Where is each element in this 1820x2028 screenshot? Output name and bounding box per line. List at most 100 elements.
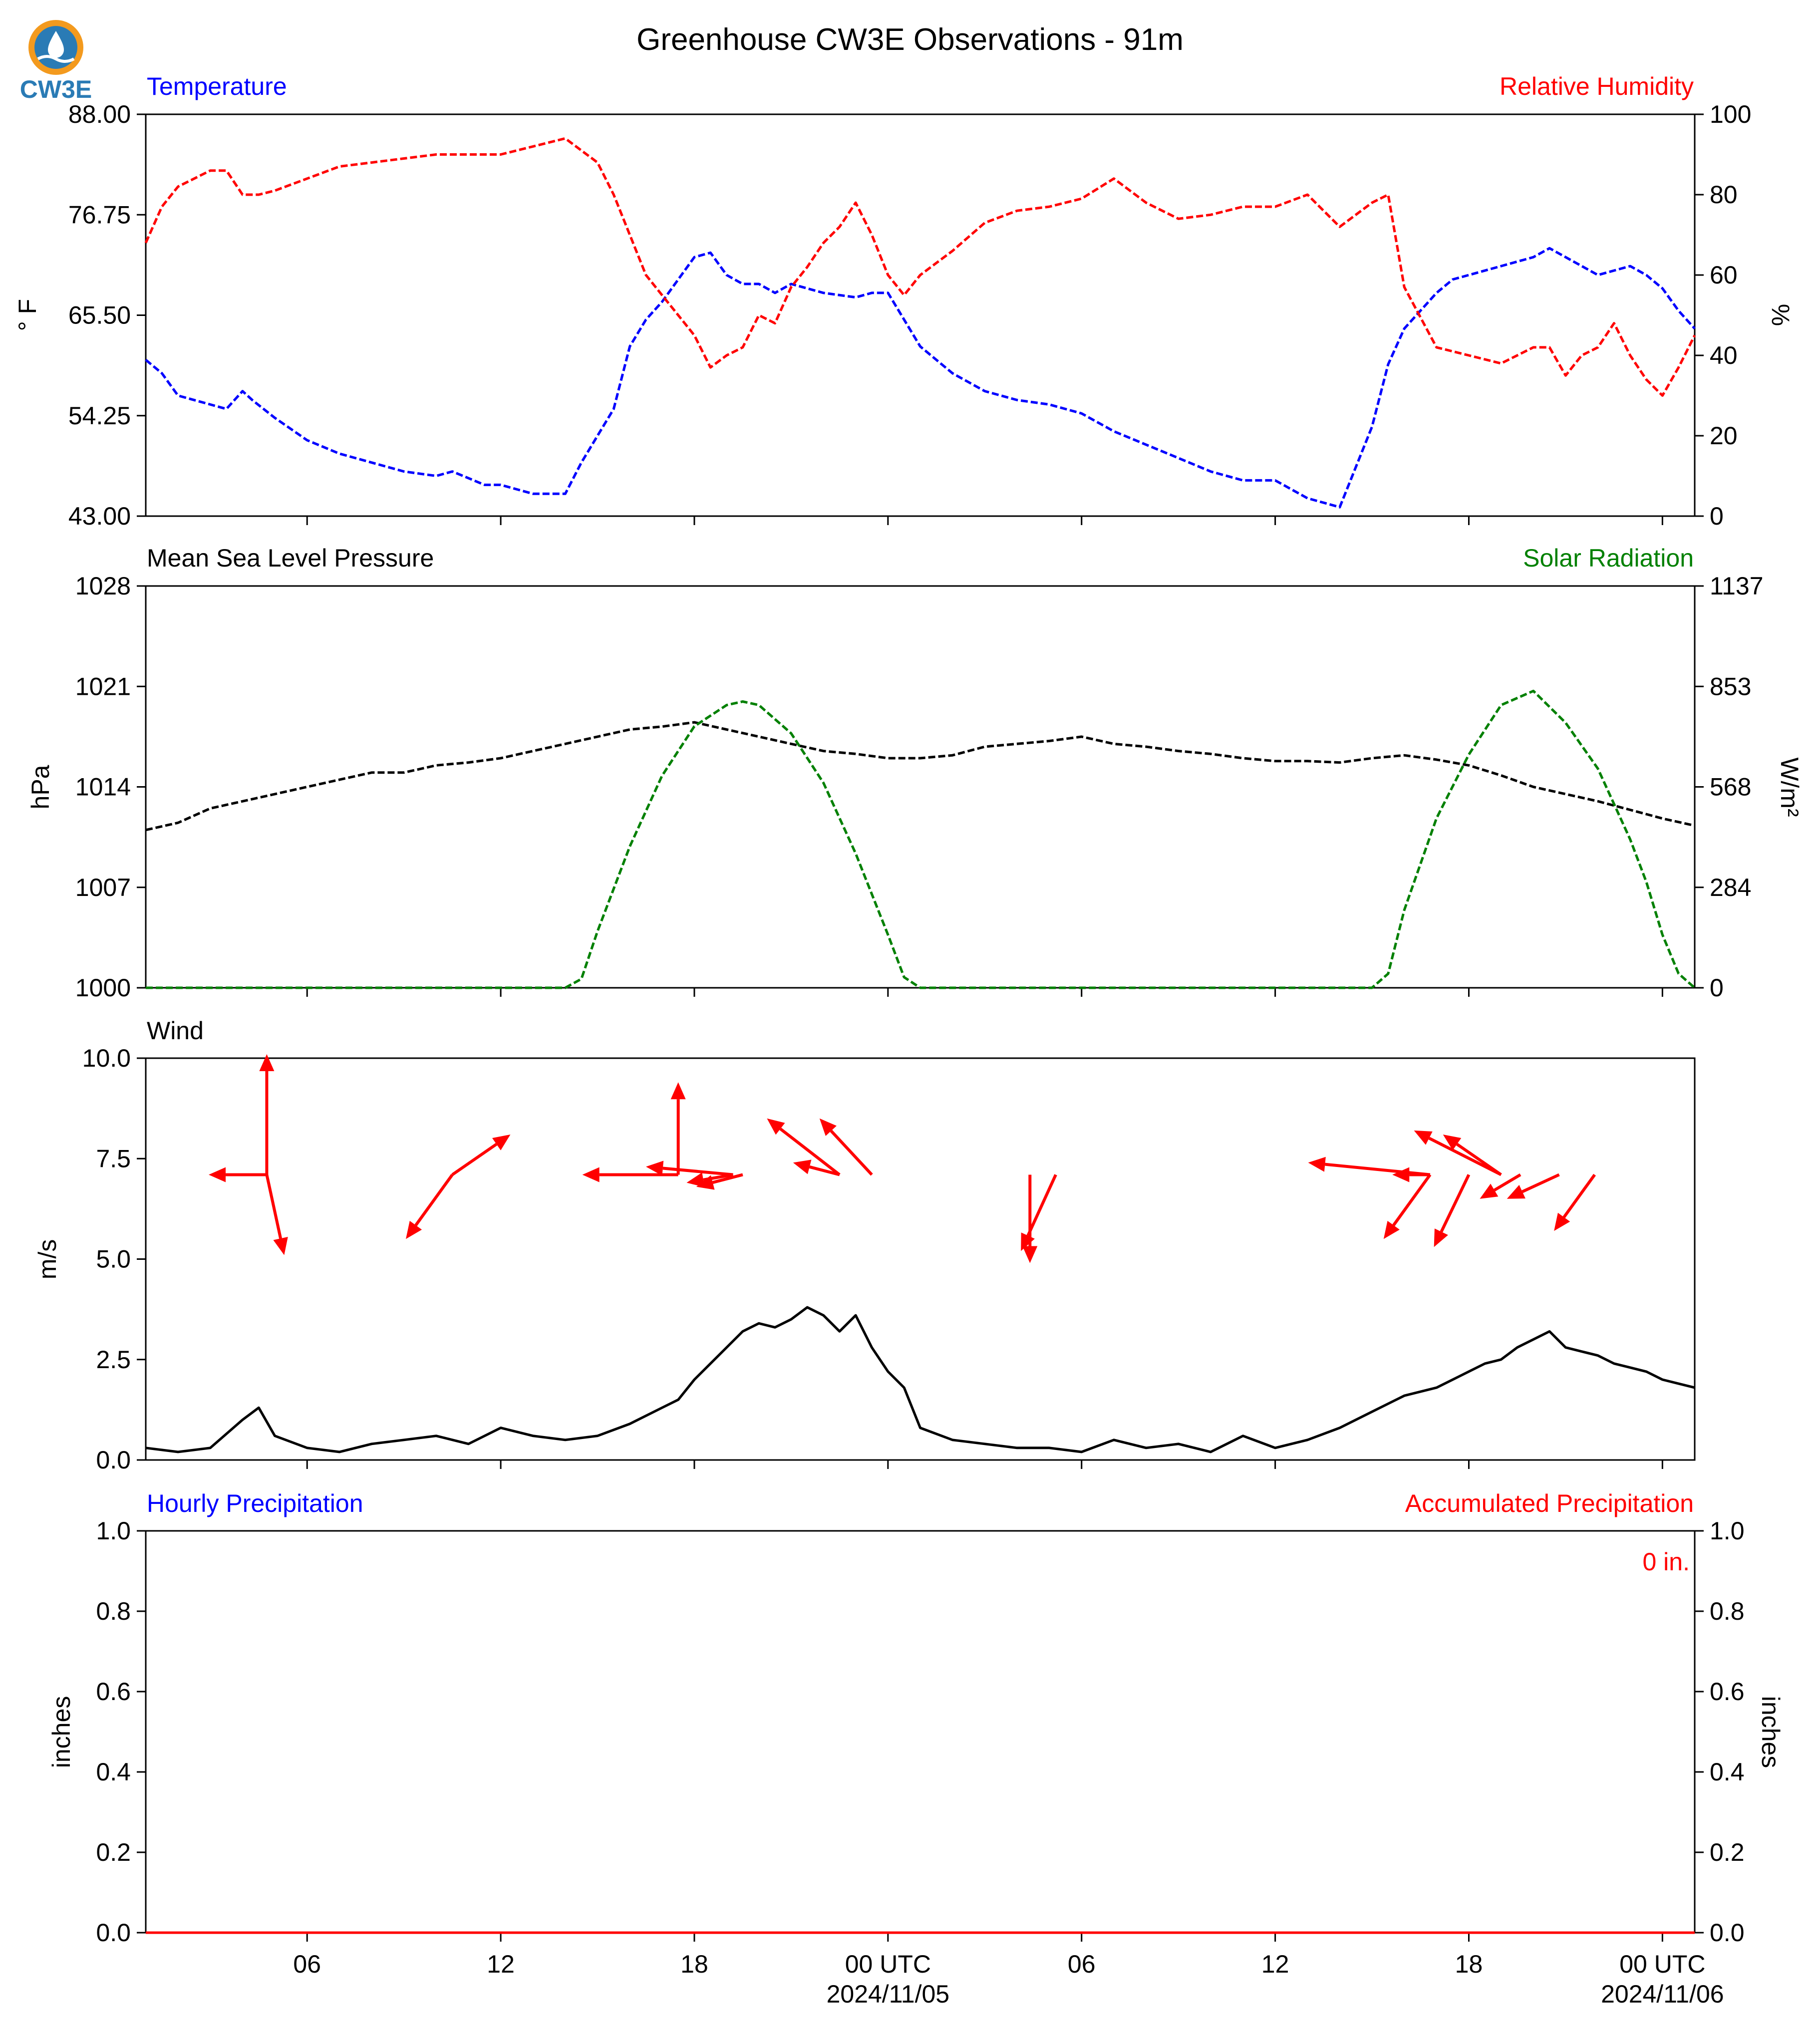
wind-arrow [1414, 1130, 1502, 1176]
y-tick-label-right: 0.8 [1710, 1597, 1745, 1625]
y-tick-label-left: 1000 [75, 974, 131, 1002]
wind-arrows [209, 1054, 1596, 1263]
cw3e-logo: CW3E [20, 20, 92, 103]
y-tick-label-left: 65.50 [68, 301, 131, 329]
wind-axis-title: m/s [33, 1239, 61, 1280]
y-tick-label-right: 0.4 [1710, 1758, 1745, 1786]
wind-arrow-head [1383, 1220, 1400, 1239]
wind-arrow-head [259, 1054, 275, 1071]
panel-frame-temperature-humidity [145, 113, 1696, 517]
wind-arrow [793, 1159, 840, 1176]
y-tick-label-right: 0.2 [1710, 1838, 1745, 1866]
wind-arrow-head [582, 1167, 600, 1182]
wind-arrow-shaft [779, 1128, 841, 1176]
y-tick-label-left: 0.8 [96, 1597, 131, 1625]
y-tick-label-left: 1028 [75, 572, 131, 600]
wind-arrow-shaft [1428, 1137, 1502, 1176]
x-tick-label: 12 [1261, 1950, 1289, 1978]
date-label: 2024/11/05 [827, 1980, 950, 2008]
y-tick-label-left: 0.6 [96, 1678, 131, 1706]
wind-arrow-head [1480, 1183, 1499, 1199]
wind-arrow-shaft [1440, 1174, 1471, 1233]
precip-left-axis-title: inches [47, 1696, 75, 1768]
wind-arrow-shaft [809, 1165, 840, 1176]
logo-text: CW3E [20, 75, 92, 103]
wind-arrow [1507, 1173, 1560, 1199]
wind-arrow [265, 1174, 288, 1255]
panel-frame-wind [145, 1057, 1696, 1461]
wind-arrow-shaft [1562, 1173, 1596, 1218]
wind-arrow [259, 1054, 275, 1175]
wind-arrow-head [1507, 1184, 1525, 1199]
wind-arrow [1021, 1174, 1057, 1251]
x-tick-label: 12 [487, 1950, 515, 1978]
y-tick-label-right: 853 [1710, 672, 1751, 700]
wind-arrow [1434, 1174, 1471, 1247]
relative-humidity-label: Relative Humidity [1500, 72, 1694, 100]
wind-arrow-head [1443, 1134, 1462, 1151]
wind-arrow-shaft [1325, 1162, 1431, 1176]
wind-arrow [646, 1160, 733, 1176]
wind-arrow-shaft [414, 1173, 454, 1226]
wind-arrow-head [1392, 1167, 1410, 1182]
wind-arrow-shaft [712, 1173, 743, 1184]
logo-drop-icon [48, 31, 64, 58]
wind-arrow-head [819, 1118, 837, 1136]
y-tick-label-left: 88.00 [68, 100, 131, 128]
wind-arrow-head [209, 1167, 226, 1182]
solar-axis-title: W/m² [1776, 757, 1804, 817]
wind-arrow-head [767, 1118, 785, 1135]
wind-label: Wind [147, 1017, 204, 1045]
solar-radiation-label: Solar Radiation [1523, 544, 1694, 572]
date-label: 2024/11/06 [1601, 1980, 1724, 2008]
y-tick-label-right: 0.0 [1710, 1919, 1745, 1947]
series-temperature [145, 247, 1696, 509]
y-tick-label-left: 43.00 [68, 502, 131, 530]
wind-arrow [1383, 1173, 1432, 1239]
y-tick-label-right: 1.0 [1710, 1517, 1745, 1545]
y-tick-label-left: 1014 [75, 773, 131, 801]
x-tick-label: 06 [1068, 1950, 1096, 1978]
panel-frame-precipitation [145, 1530, 1696, 1934]
y-tick-label-left: 0.0 [96, 1446, 131, 1474]
wind-arrow-head [406, 1220, 422, 1239]
wind-arrow-head [646, 1160, 664, 1176]
y-tick-label-right: 0.6 [1710, 1678, 1745, 1706]
wind-arrow-shaft [1026, 1174, 1057, 1236]
wind-arrow-head [1434, 1228, 1448, 1247]
figure-title: Greenhouse CW3E Observations - 91m [636, 22, 1184, 57]
y-tick-label-left: 76.75 [68, 201, 131, 229]
series-solar-radiation [146, 689, 1696, 989]
wind-arrow [209, 1167, 267, 1182]
wind-arrow-head [1022, 1246, 1038, 1263]
wind-arrow-head [1414, 1130, 1433, 1145]
wind-arrow-head [696, 1175, 715, 1190]
accum-precip-label: Accumulated Precipitation [1405, 1489, 1694, 1517]
wind-arrow [1308, 1157, 1431, 1176]
y-tick-label-left: 54.25 [68, 402, 131, 430]
logo-wave-icon [37, 55, 75, 63]
y-tick-label-left: 1007 [75, 873, 131, 901]
wind-arrow-head [273, 1237, 288, 1255]
y-tick-label-right: 568 [1710, 773, 1751, 801]
wind-arrow [1554, 1173, 1596, 1231]
wind-arrow [1480, 1173, 1521, 1199]
wind-arrow-shaft [265, 1174, 283, 1239]
wind-arrow-shaft [1494, 1173, 1521, 1191]
wind-arrow [406, 1173, 454, 1239]
wind-arrow [1443, 1134, 1502, 1176]
x-tick-label: 18 [1455, 1950, 1483, 1978]
x-tick-label: 18 [680, 1950, 708, 1978]
wind-arrow [451, 1134, 511, 1176]
humidity-axis-title: % [1767, 304, 1795, 326]
series-mean-sea-level-pressure [145, 721, 1695, 832]
wind-arrow [670, 1082, 686, 1175]
wind-arrow [696, 1173, 743, 1190]
y-tick-label-left: 10.0 [82, 1044, 131, 1072]
wind-arrow-shaft [662, 1166, 733, 1176]
pressure-axis-title: hPa [26, 765, 54, 809]
y-tick-label-left: 0.2 [96, 1838, 131, 1866]
y-tick-label-right: 284 [1710, 873, 1751, 901]
y-tick-label-right: 0 [1710, 974, 1724, 1002]
